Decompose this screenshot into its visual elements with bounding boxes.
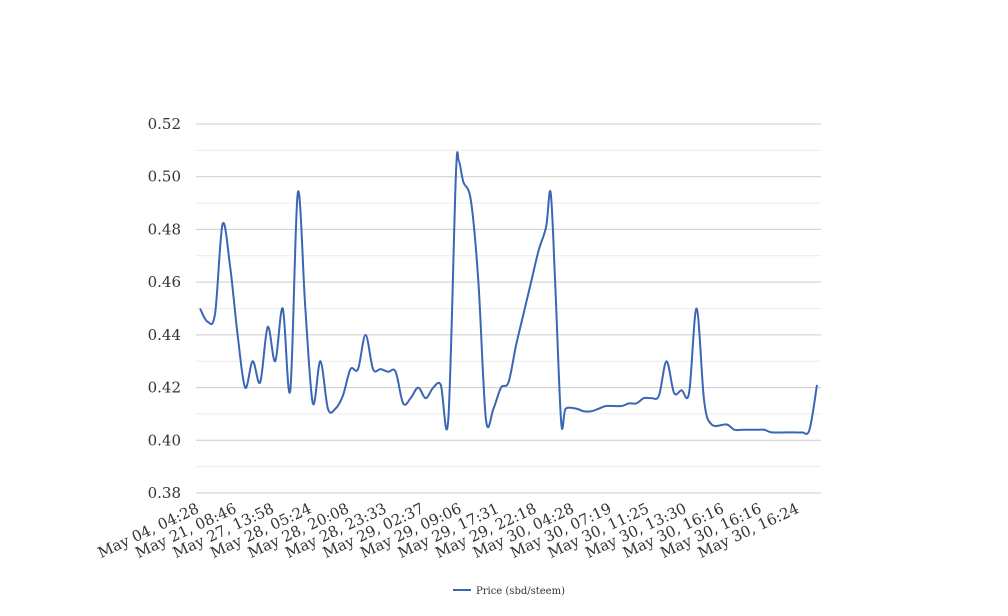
series-line-0	[199, 151, 818, 435]
grid-lines	[196, 123, 821, 494]
y-tick-label: 0.42	[148, 379, 181, 397]
y-tick-label: 0.52	[148, 115, 181, 133]
legend[interactable]: Price (sbd/steem)	[453, 586, 565, 597]
y-axis-tick-labels: 0.38 0.40 0.42 0.44 0.46 0.48 0.50 0.52	[148, 115, 181, 502]
y-tick-label: 0.44	[148, 326, 181, 344]
y-tick-label: 0.50	[148, 168, 181, 186]
y-tick-label: 0.48	[148, 220, 181, 238]
legend-label-price: Price (sbd/steem)	[476, 586, 565, 597]
y-tick-label: 0.46	[148, 273, 181, 291]
y-tick-label: 0.40	[148, 431, 181, 449]
y-tick-label: 0.38	[148, 484, 181, 502]
series-layer	[199, 151, 818, 435]
